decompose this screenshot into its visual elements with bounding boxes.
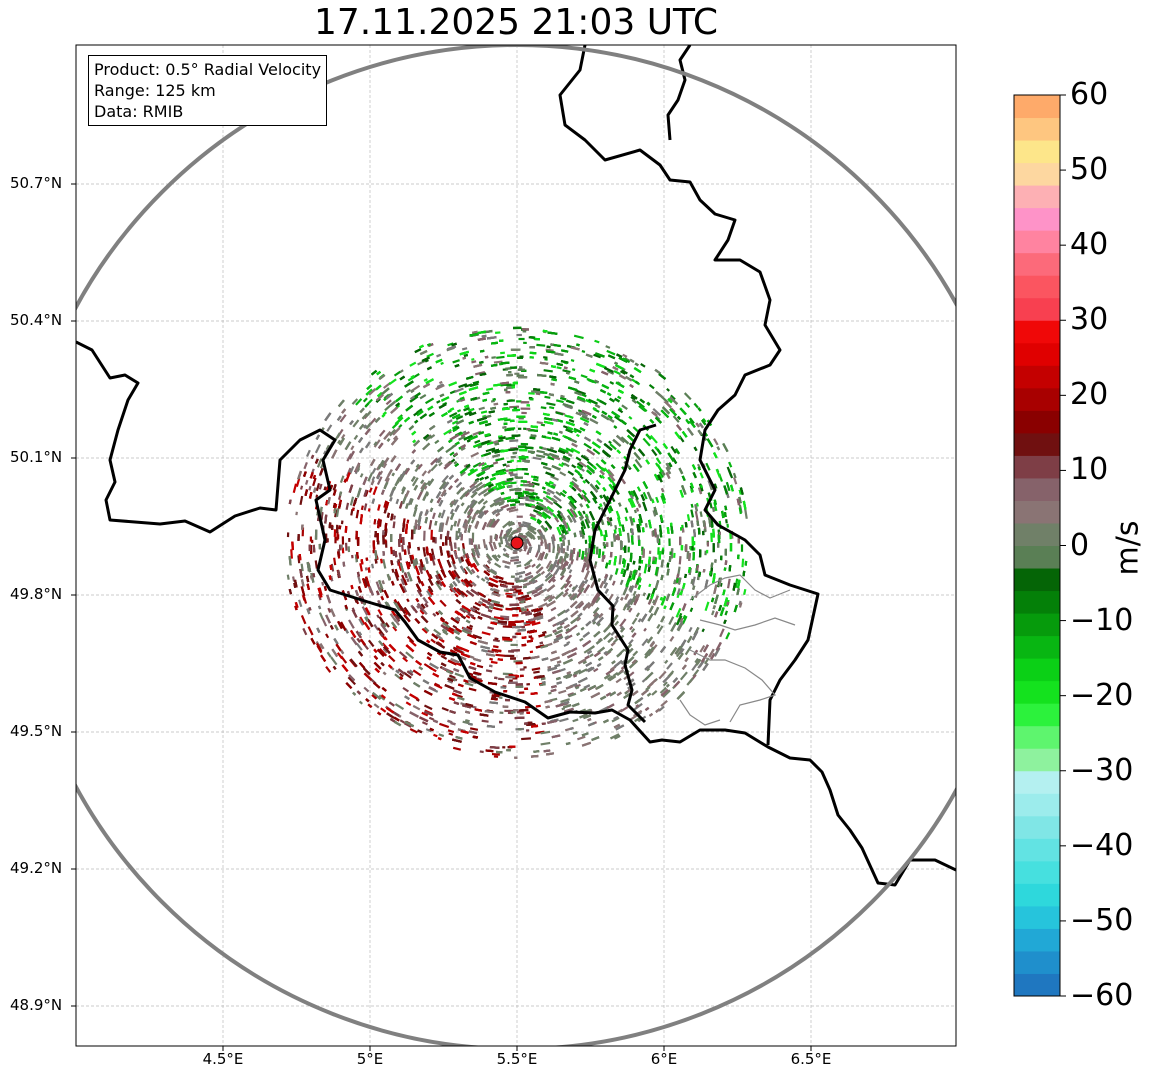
colorbar-bin-18	[1014, 568, 1060, 592]
colorbar-bin-16	[1014, 613, 1060, 637]
colorbar-tick-label-5: 10	[1070, 452, 1109, 488]
ytick-label-6: 50.7°N	[10, 174, 63, 192]
ytick-label-0: 48.9°N	[10, 996, 63, 1014]
colorbar-tick-label-1: 50	[1070, 152, 1109, 188]
colorbar-bin-25	[1014, 410, 1060, 434]
colorbar-tick-label-2: 40	[1070, 227, 1109, 263]
colorbar-bin-10	[1014, 748, 1060, 772]
colorbar-bin-1	[1014, 950, 1060, 974]
colorbar-bin-31	[1014, 275, 1060, 299]
radar-site-marker	[510, 536, 524, 550]
ytick-label-4: 50.1°N	[10, 448, 63, 466]
colorbar-bin-14	[1014, 658, 1060, 682]
ytick-label-5: 50.4°N	[10, 311, 63, 329]
colorbar-bin-20	[1014, 522, 1060, 546]
xtick-label-1: 5°E	[356, 1050, 384, 1068]
colorbar-bin-32	[1014, 252, 1060, 276]
colorbar-tick-label-11: −50	[1070, 902, 1134, 938]
xtick-label-2: 5.5°E	[496, 1050, 538, 1068]
border-belgium-luxembourg-west	[76, 340, 956, 887]
colorbar-tick-label-12: −60	[1070, 978, 1134, 1013]
colorbar-tick-label-7: −10	[1070, 602, 1134, 638]
colorbar-tick-label-8: −20	[1070, 677, 1134, 713]
info-product: Product: 0.5° Radial Velocity	[94, 60, 322, 79]
colorbar-bin-35	[1014, 185, 1060, 209]
colorbar-bin-34	[1014, 207, 1060, 231]
info-data: Data: RMIB	[94, 102, 184, 121]
colorbar-bin-27	[1014, 365, 1060, 389]
colorbar-bin-33	[1014, 230, 1060, 254]
colorbar-bin-38	[1014, 117, 1060, 141]
colorbar-bin-5	[1014, 860, 1060, 884]
colorbar-bin-9	[1014, 770, 1060, 794]
colorbar-tick-label-10: −40	[1070, 827, 1134, 863]
colorbar-bin-11	[1014, 725, 1060, 749]
xtick-label-4: 6.5°E	[790, 1050, 832, 1068]
region-borders	[679, 574, 796, 726]
chart-title: 17.11.2025 21:03 UTC	[313, 2, 719, 43]
colorbar-bin-17	[1014, 590, 1060, 614]
colorbar-bin-6	[1014, 838, 1060, 862]
colorbar-bin-2	[1014, 928, 1060, 952]
colorbar-bin-4	[1014, 883, 1060, 907]
border-northeast-bend	[666, 45, 692, 141]
colorbar-bin-0	[1014, 973, 1060, 997]
border-germany-france-east	[558, 45, 820, 746]
colorbar-bin-22	[1014, 477, 1060, 501]
colorbar-bin-12	[1014, 703, 1060, 727]
xtick-label-0: 4.5°E	[202, 1050, 244, 1068]
colorbar-bin-29	[1014, 320, 1060, 344]
colorbar	[1014, 95, 1060, 997]
ytick-label-3: 49.8°N	[10, 585, 63, 603]
colorbar-bin-26	[1014, 387, 1060, 411]
colorbar-bin-8	[1014, 793, 1060, 817]
axes-frame	[75, 44, 957, 1047]
colorbar-bin-37	[1014, 140, 1060, 164]
colorbar-tick-label-9: −30	[1070, 752, 1134, 788]
colorbar-bin-7	[1014, 815, 1060, 839]
colorbar-label: m/s	[1110, 520, 1146, 576]
colorbar-bin-15	[1014, 635, 1060, 659]
border-luxembourg-germany	[588, 423, 657, 724]
colorbar-bin-23	[1014, 455, 1060, 479]
ytick-label-2: 49.5°N	[10, 722, 63, 740]
colorbar-bin-3	[1014, 905, 1060, 929]
colorbar-bin-30	[1014, 297, 1060, 321]
ytick-label-1: 49.2°N	[10, 859, 63, 877]
info-box: Product: 0.5° Radial Velocity Range: 125…	[88, 55, 328, 126]
colorbar-tick-label-4: 20	[1070, 377, 1109, 413]
info-range: Range: 125 km	[94, 81, 216, 100]
country-borders	[76, 45, 956, 887]
colorbar-tick-label-0: 60	[1070, 77, 1109, 112]
colorbar-bin-36	[1014, 162, 1060, 186]
colorbar-bin-28	[1014, 342, 1060, 366]
xtick-label-3: 6°E	[650, 1050, 678, 1068]
colorbar-bin-39	[1014, 95, 1060, 119]
colorbar-bin-21	[1014, 500, 1060, 524]
colorbar-tick-label-3: 30	[1070, 302, 1109, 338]
colorbar-bin-24	[1014, 432, 1060, 456]
colorbar-bin-19	[1014, 545, 1060, 569]
colorbar-bin-13	[1014, 680, 1060, 704]
colorbar-tick-label-6: 0	[1070, 527, 1090, 563]
